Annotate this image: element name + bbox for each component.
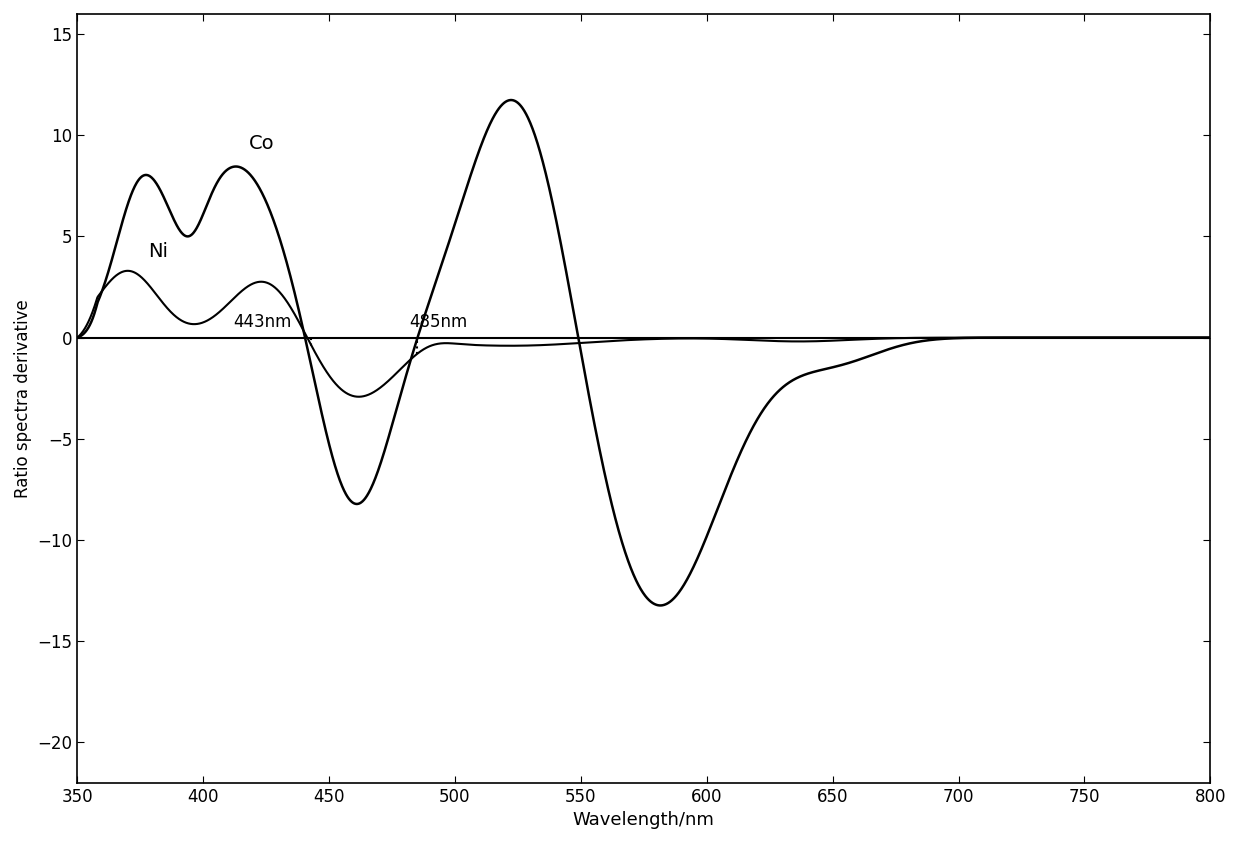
Text: 485nm: 485nm xyxy=(409,314,467,331)
Y-axis label: Ratio spectra derivative: Ratio spectra derivative xyxy=(14,299,32,497)
Text: Co: Co xyxy=(248,134,274,153)
X-axis label: Wavelength/nm: Wavelength/nm xyxy=(573,811,714,830)
Text: Ni: Ni xyxy=(148,242,167,260)
Text: 443nm: 443nm xyxy=(233,314,291,331)
